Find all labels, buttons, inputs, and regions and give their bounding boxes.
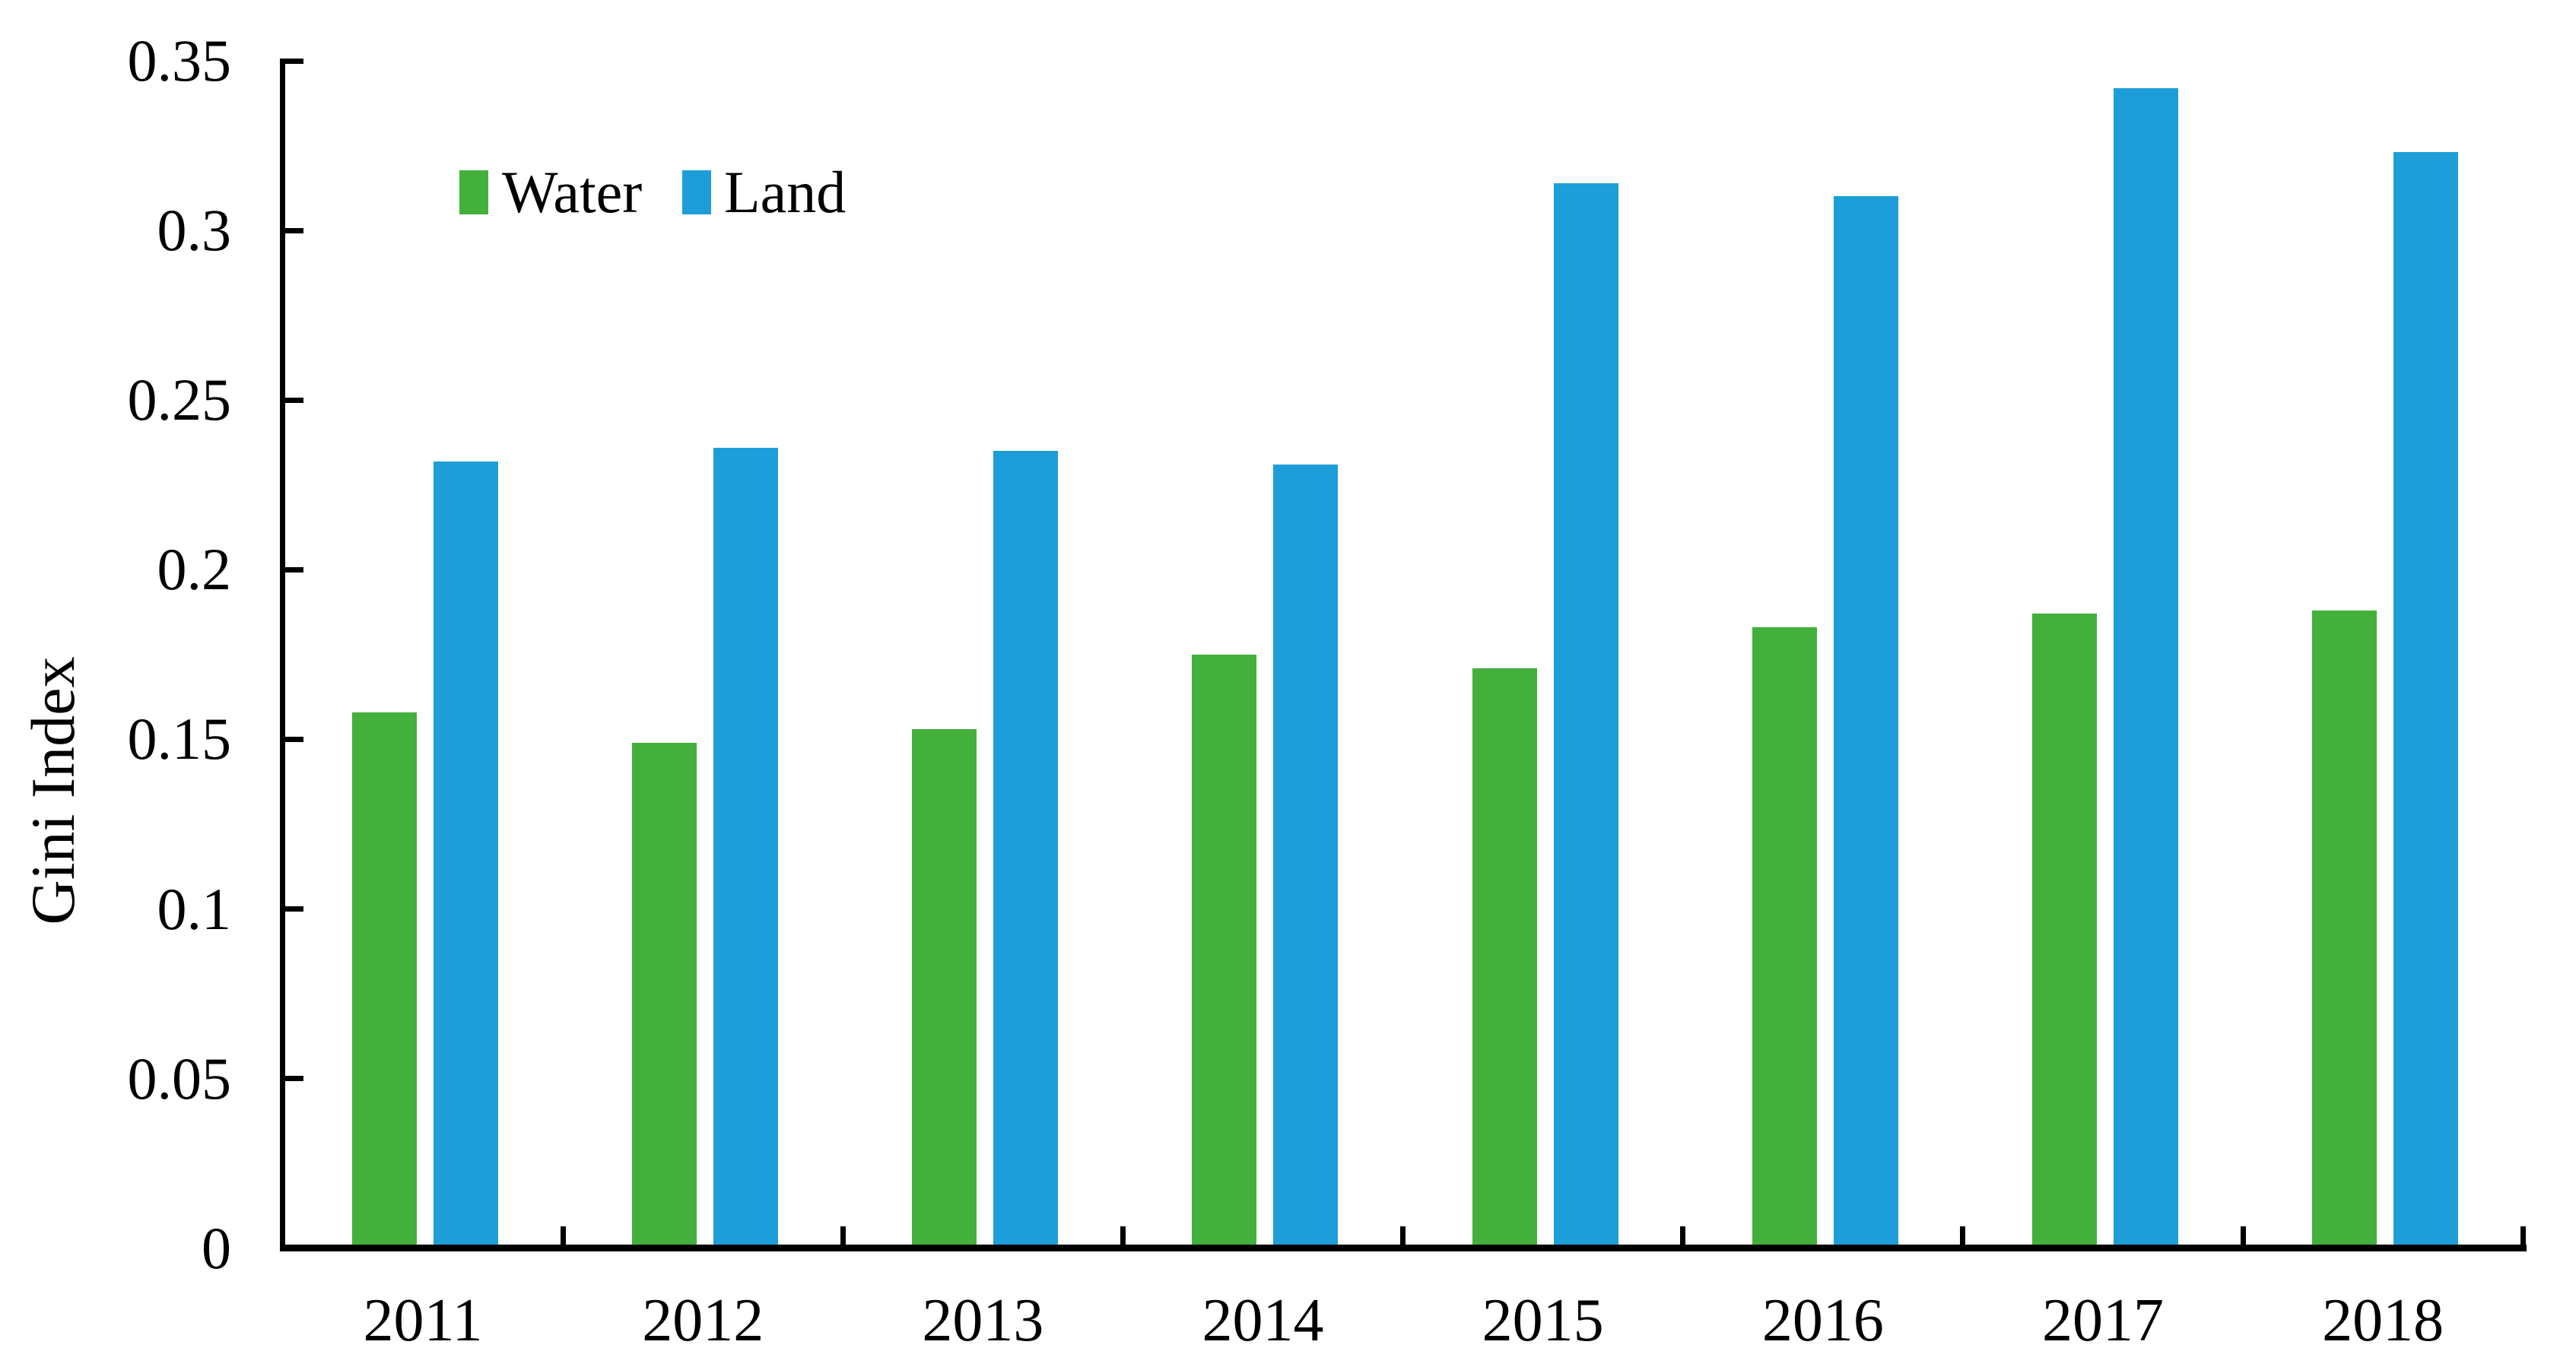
legend-label-water: Water [502, 159, 643, 225]
legend-label-land: Land [724, 159, 846, 225]
x-label-2013: 2013 [922, 1287, 1044, 1354]
x-label-2015: 2015 [1482, 1287, 1604, 1354]
bar-land-2011 [434, 461, 498, 1248]
bar-land-2013 [993, 451, 1059, 1248]
y-tick-0.1 [283, 906, 303, 912]
legend-swatch-water [459, 170, 488, 214]
bar-water-2012 [632, 742, 697, 1248]
x-tick-7 [2240, 1226, 2246, 1245]
bar-water-2016 [1752, 627, 1817, 1248]
y-tick-0.05 [283, 1076, 303, 1082]
y-tick-0.35 [283, 58, 303, 64]
x-label-2016: 2016 [1761, 1287, 1884, 1354]
y-tick-0.2 [283, 566, 303, 572]
y-tick-label-0.15: 0.15 [127, 706, 232, 772]
x-tick-3 [1120, 1226, 1126, 1245]
y-tick-label-0: 0 [202, 1214, 231, 1281]
bar-land-2016 [1833, 196, 1898, 1248]
bar-land-2012 [713, 447, 779, 1248]
bar-water-2011 [352, 712, 417, 1248]
bar-land-2014 [1273, 464, 1339, 1248]
x-tick-6 [1960, 1226, 1966, 1245]
y-tick-label-0.3: 0.3 [157, 197, 232, 264]
x-tick-5 [1680, 1226, 1686, 1245]
y-axis-title: Gini Index [18, 656, 87, 925]
y-tick-label-0.35: 0.35 [127, 27, 232, 94]
bar-land-2015 [1553, 182, 1618, 1248]
bar-water-2017 [2031, 614, 2097, 1248]
y-tick-0.25 [283, 397, 303, 403]
x-label-2012: 2012 [642, 1287, 764, 1354]
legend-swatch-land [682, 170, 711, 214]
bar-land-2017 [2113, 87, 2178, 1248]
x-tick-4 [1400, 1226, 1406, 1245]
y-tick-0.15 [283, 736, 303, 742]
bar-water-2018 [2312, 610, 2377, 1248]
x-label-2014: 2014 [1202, 1287, 1324, 1354]
y-tick-label-0.1: 0.1 [157, 875, 232, 942]
y-tick-label-0.25: 0.25 [127, 366, 232, 433]
y-axis-line [280, 59, 285, 1251]
x-tick-2 [840, 1226, 846, 1245]
x-tick-8 [2520, 1226, 2526, 1245]
y-tick-label-0.2: 0.2 [157, 536, 232, 603]
bar-water-2015 [1472, 668, 1537, 1248]
y-tick-label-0.05: 0.05 [127, 1045, 232, 1112]
x-tick-1 [560, 1226, 566, 1245]
x-axis-line [280, 1245, 2527, 1251]
x-label-2017: 2017 [2041, 1287, 2164, 1354]
bar-land-2018 [2393, 152, 2459, 1248]
y-tick-0.3 [283, 227, 303, 233]
x-label-2011: 2011 [363, 1287, 483, 1354]
bar-water-2014 [1192, 654, 1257, 1248]
bar-water-2013 [912, 729, 977, 1248]
x-label-2018: 2018 [2322, 1287, 2444, 1354]
